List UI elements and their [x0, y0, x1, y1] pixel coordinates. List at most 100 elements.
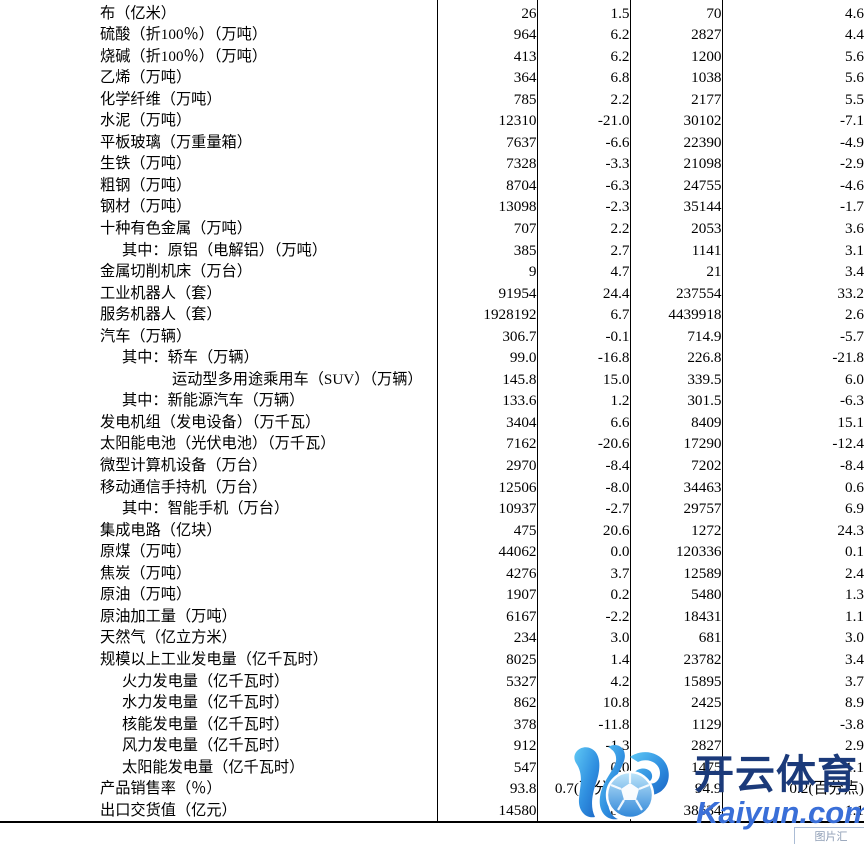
- cell-v2: -8.0: [537, 476, 631, 499]
- table-body: 规模以上工业主要产品产量布（亿米）261.570 4.6 硫酸（折100％）（万吨）…: [0, 0, 864, 824]
- row-label: 风力发电量（亿千瓦时）: [0, 735, 438, 757]
- cell-v2: 20.6: [537, 519, 631, 542]
- table-row: 产品销售率（％） 93.8 0.7(百分点) 94.9 0.2(百分点): [0, 778, 864, 800]
- cell-v3: 1129: [630, 713, 723, 736]
- cell-v4: -2.9: [839, 155, 864, 173]
- cell-v1: 26: [437, 2, 538, 25]
- table-row: 金属切削机床（万台） 9 4.7 21 3.4: [0, 261, 864, 283]
- row-label: 规模以上工业发电量（亿千瓦时）: [0, 648, 438, 671]
- table-row: 布（亿米） 26 1.5 70 4.6: [0, 2, 864, 25]
- cell-v1: 234: [437, 627, 538, 649]
- row-label: 粗钢（万吨）: [0, 174, 438, 197]
- cell-v4: 2.4: [845, 564, 864, 582]
- cell-v1: 4276: [437, 562, 538, 585]
- cell-v2: 1.5: [537, 2, 631, 25]
- cell-v3: 34463: [630, 476, 723, 499]
- cell-v3: 681: [630, 627, 723, 649]
- cell-v4: -6.3: [839, 392, 864, 410]
- cell-v1: 862: [437, 692, 538, 714]
- cell-v3: 301.5: [630, 390, 723, 412]
- cell-v2: 3.7: [537, 562, 631, 585]
- cell-v4: 3.4: [845, 263, 864, 281]
- cell-v1: 306.7: [437, 325, 538, 348]
- cell-v1: 44062: [437, 541, 538, 563]
- table-row: 水力发电量（亿千瓦时） 862 10.8 2425 8.9: [0, 692, 864, 714]
- cell-v3: 1200: [630, 45, 723, 68]
- row-label: 平板玻璃（万重量箱）: [0, 131, 438, 154]
- table-row: 平板玻璃（万重量箱） 7637 -6.6 22390 -4.9: [0, 131, 864, 154]
- table-row: 其中：新能源汽车（万辆） 133.6 1.2 301.5 -6.3: [0, 390, 864, 412]
- cell-v3: 38634: [630, 799, 723, 824]
- table-row: 太阳能电池（光伏电池）（万千瓦） 7162 -20.6 17290 -12.4: [0, 433, 864, 456]
- cell-v4: 15.1: [837, 413, 864, 431]
- cell-v1: 7162: [437, 433, 538, 456]
- cell-v3: 237554: [630, 282, 723, 305]
- row-label: 汽车（万辆）: [0, 325, 438, 348]
- table-row: 其中：原铝（电解铝）（万吨） 385 2.7 1141 3.1: [0, 239, 864, 262]
- row-label: 原油（万吨）: [0, 584, 438, 606]
- cell-v4: -1.7: [839, 198, 864, 216]
- table-row: 原煤（万吨） 44062 0.0 120336 0.1: [0, 541, 864, 563]
- cell-v4: 2.9: [845, 737, 864, 755]
- cell-v3: 24755: [630, 174, 723, 197]
- cell-v4: 33.2: [837, 284, 864, 302]
- cell-v4: -12.4: [832, 435, 864, 453]
- cell-v2: 10.8: [537, 692, 631, 714]
- cell-v3: 35144: [630, 196, 723, 219]
- table-row: 粗钢（万吨） 8704 -6.3 24755 -4.6: [0, 174, 864, 197]
- cell-v4: 0.6: [845, 478, 864, 496]
- table-row: 乙烯（万吨） 364 6.8 1038 5.6: [0, 67, 864, 89]
- cell-v4: -8.4: [839, 457, 864, 475]
- cell-v4: 1.3: [845, 586, 864, 604]
- row-label: 出口交货值（亿元）: [0, 799, 438, 824]
- cell-v4: -5.7: [839, 327, 864, 345]
- cell-v1: 8025: [437, 648, 538, 671]
- row-label: 移动通信手持机（万台）: [0, 476, 438, 499]
- cell-v4: 3.4: [845, 650, 864, 668]
- cell-v4: 24.3: [837, 521, 864, 539]
- cell-v2: 24.4: [537, 282, 631, 305]
- row-label: 其中：轿车（万辆）: [0, 347, 438, 369]
- cell-v3: 22390: [630, 131, 723, 154]
- table-row: 生铁（万吨） 7328 -3.3 21098 -2.9: [0, 153, 864, 175]
- cell-v3: 23782: [630, 648, 723, 671]
- cell-v3: 4439918: [630, 304, 723, 326]
- cell-v2: 2.2: [537, 88, 631, 111]
- table-row: 硫酸（折100％）（万吨） 964 6.2 2827 4.4: [0, 24, 864, 46]
- table-row: 服务机器人（套） 1928192 6.7 4439918 2.6: [0, 304, 864, 326]
- cell-v4: 6.9: [845, 500, 864, 518]
- cell-v4: 3.0: [845, 629, 864, 647]
- cell-v1: 378: [437, 713, 538, 736]
- cell-v4: -7.1: [839, 112, 864, 130]
- cell-v3: 18431: [630, 605, 723, 628]
- cell-v1: 475: [437, 519, 538, 542]
- table-row: 微型计算机设备（万台） 2970 -8.4 7202 -8.4: [0, 455, 864, 477]
- cell-v2: 0.7(百分点): [537, 778, 631, 800]
- cell-v3: 29757: [630, 498, 723, 520]
- cell-v1: 14580: [437, 799, 538, 824]
- cell-v3: 12589: [630, 562, 723, 585]
- cell-v1: 6167: [437, 605, 538, 628]
- row-label: 产品销售率（％）: [0, 778, 438, 800]
- table-row: 十种有色金属（万吨） 707 2.2 2053 3.6: [0, 218, 864, 240]
- cell-v1: 8704: [437, 174, 538, 197]
- table-row: 天然气（亿立方米） 234 3.0 681 3.0: [0, 627, 864, 649]
- row-label: 规模以上工业主要产品产量: [0, 0, 438, 3]
- cell-v1: 413: [437, 45, 538, 68]
- cell-v2: -2.2: [537, 605, 631, 628]
- cell-v2: 8.7: [537, 799, 631, 824]
- cell-v3: 94.9: [630, 778, 723, 800]
- row-label: 集成电路（亿块）: [0, 519, 438, 542]
- watermark-badge: 图片汇: [794, 827, 864, 844]
- row-label: 其中：新能源汽车（万辆）: [0, 390, 438, 412]
- cell-v3: 2827: [630, 24, 723, 46]
- table-row: 移动通信手持机（万台） 12506 -8.0 34463 0.6: [0, 476, 864, 499]
- cell-v3: 8409: [630, 411, 723, 434]
- cell-v4: 5.6: [845, 47, 864, 65]
- cell-v1: 145.8: [437, 368, 538, 391]
- cell-v2: -20.6: [537, 433, 631, 456]
- cell-v2: -2.3: [537, 196, 631, 219]
- cell-v1: 99.0: [437, 347, 538, 369]
- cell-v4: 5.6: [845, 69, 864, 87]
- industrial-output-table: 规模以上工业主要产品产量布（亿米）261.570 4.6 硫酸（折100％）（万吨）…: [0, 0, 864, 824]
